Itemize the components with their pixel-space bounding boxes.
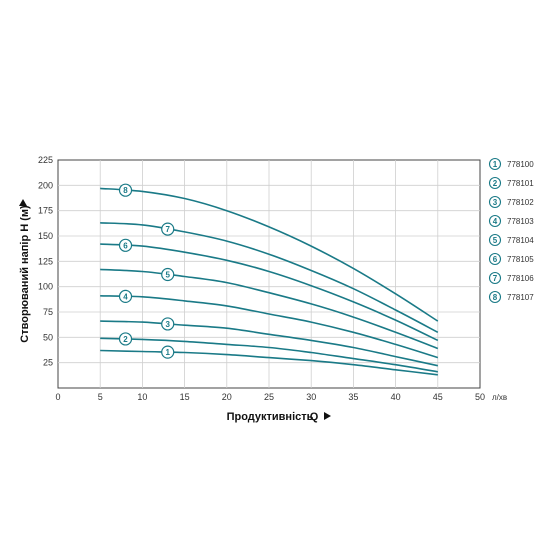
legend-entry-778105: 6 778105: [488, 252, 534, 266]
y-axis-arrow-icon: [19, 199, 27, 206]
legend-entry-778100: 1 778100: [488, 157, 534, 171]
y-tick-label: 150: [38, 231, 53, 241]
legend-entry-778107: 8 778107: [488, 290, 534, 304]
x-tick-label: 25: [264, 392, 274, 402]
legend-label: 778106: [507, 274, 534, 283]
marker-number: 1: [165, 348, 170, 357]
legend-marker: [488, 271, 502, 285]
legend-marker-number: 7: [493, 274, 498, 283]
curve-marker-1: 1: [161, 345, 175, 359]
tick-labels: 0 5 10 15 20 25 30 35 40 45 5025507510012515017520…: [38, 155, 485, 402]
marker-circle: [161, 267, 175, 282]
legend-marker: [488, 252, 502, 266]
y-tick-label: 75: [43, 307, 53, 317]
marker-circle: [118, 289, 133, 303]
x-tick-label: 20: [222, 392, 232, 402]
x-tick-label: 45: [433, 392, 443, 402]
curve-marker-7: 7: [161, 222, 175, 236]
legend-label: 778105: [507, 255, 534, 264]
legend-marker-number: 1: [493, 160, 498, 169]
curve-778102: [100, 320, 438, 367]
legend-marker-number: 4: [493, 217, 498, 226]
x-tick-label: 10: [137, 392, 147, 402]
legend-label: 778107: [507, 293, 534, 302]
curve-marker-6: 6: [118, 238, 133, 252]
legend-marker-number: 8: [493, 293, 498, 302]
legend-marker: [488, 290, 502, 304]
x-axis-symbol: Q: [310, 411, 319, 423]
curve-marker-3: 3: [161, 317, 175, 331]
legend-label: 778103: [507, 217, 534, 226]
legend-entry-778102: 3 778102: [488, 195, 534, 209]
legend-marker-number: 2: [493, 179, 498, 188]
y-tick-label: 225: [38, 155, 53, 165]
x-tick-label: 5: [98, 392, 103, 402]
legend-marker-number: 3: [493, 198, 498, 207]
curve-markers: 1 2 3 4 5 6 7 8: [118, 183, 175, 359]
marker-circle: [161, 345, 175, 359]
legend-entry-778103: 4 778103: [488, 214, 534, 228]
curve-778104: [100, 268, 439, 350]
marker-circle: [161, 317, 175, 331]
legend-marker: [488, 214, 502, 228]
curve-marker-5: 5: [161, 267, 175, 282]
marker-number: 7: [165, 225, 170, 234]
marker-number: 4: [123, 292, 128, 301]
x-tick-label: 50: [475, 392, 485, 402]
y-tick-label: 175: [38, 206, 53, 216]
legend-marker-number: 6: [493, 255, 498, 264]
marker-number: 3: [165, 320, 170, 329]
legend-marker: [488, 176, 502, 190]
legend-marker: [488, 195, 502, 209]
x-tick-label: 30: [306, 392, 316, 402]
marker-circle: [118, 332, 133, 346]
x-tick-label: 0: [55, 392, 60, 402]
legend-marker-number: 5: [493, 236, 498, 245]
y-axis-title: Створюваний напір H (м): [19, 205, 31, 343]
curve-marker-4: 4: [118, 289, 133, 303]
legend-entry-778101: 2 778101: [488, 176, 534, 190]
x-axis-title: Продуктивність: [227, 411, 314, 423]
marker-circle: [118, 183, 133, 197]
legend-marker: [488, 157, 502, 171]
curve-778100: [100, 349, 438, 376]
curve-778105: [100, 243, 439, 342]
y-tick-label: 200: [38, 180, 53, 190]
x-tick-label: 40: [391, 392, 401, 402]
x-axis-unit: л/хв: [492, 393, 507, 402]
curve-marker-2: 2: [118, 332, 133, 346]
legend-label: 778101: [507, 179, 534, 188]
x-tick-label: 15: [180, 392, 190, 402]
curve-marker-8: 8: [118, 183, 133, 197]
x-tick-label: 35: [348, 392, 358, 402]
legend-entry-778104: 5 778104: [488, 233, 534, 247]
marker-number: 2: [123, 335, 128, 344]
marker-number: 6: [123, 241, 128, 250]
curve-778103: [100, 295, 439, 359]
legend-label: 778100: [507, 160, 534, 169]
legend-marker: [488, 233, 502, 247]
marker-number: 8: [123, 186, 128, 195]
x-axis-arrow-icon: [324, 412, 331, 420]
y-tick-label: 125: [38, 256, 53, 266]
curve-778101: [100, 337, 438, 373]
marker-circle: [118, 238, 133, 252]
y-tick-label: 25: [43, 358, 53, 368]
marker-number: 5: [165, 271, 170, 280]
curve-778107: [100, 187, 439, 322]
legend-label: 778104: [507, 236, 534, 245]
y-tick-label: 50: [43, 332, 53, 342]
curve-778106: [100, 222, 439, 334]
legend-label: 778102: [507, 198, 534, 207]
marker-circle: [161, 222, 175, 236]
legend: 1 778100 2 778101 3 778102 4 778103 5 778104 6 7781…: [488, 157, 534, 304]
legend-entry-778106: 7 778106: [488, 271, 534, 285]
y-tick-label: 100: [38, 282, 53, 292]
curves: [100, 187, 439, 376]
